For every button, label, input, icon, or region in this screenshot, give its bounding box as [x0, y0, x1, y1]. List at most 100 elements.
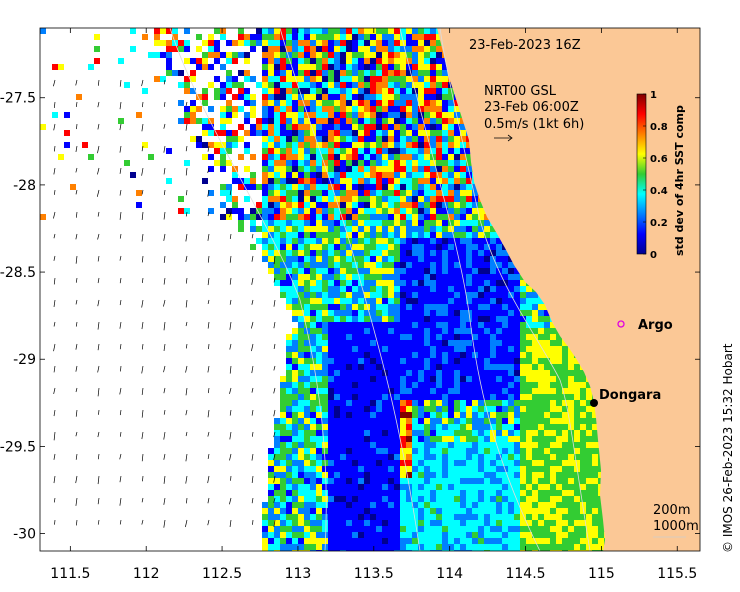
sst-cell: [328, 352, 334, 358]
sst-cell: [550, 358, 556, 364]
sst-cell: [472, 190, 478, 196]
sst-cell: [268, 142, 274, 148]
sst-cell: [484, 334, 490, 340]
sst-cell: [352, 226, 358, 232]
sst-cell: [520, 352, 526, 358]
sst-cell: [490, 292, 496, 298]
sst-cell: [376, 82, 382, 88]
sst-cell: [298, 352, 304, 358]
sst-cell: [346, 76, 352, 82]
sst-cell: [322, 160, 328, 166]
sst-cell: [550, 346, 556, 352]
sst-cell: [226, 106, 232, 112]
sst-cell: [316, 112, 322, 118]
sst-cell: [472, 370, 478, 376]
sst-cell: [352, 130, 358, 136]
sst-cell: [514, 334, 520, 340]
sst-cell: [358, 106, 364, 112]
sst-cell: [520, 376, 526, 382]
sst-cell: [406, 376, 412, 382]
sst-cell: [346, 328, 352, 334]
sst-cell: [340, 40, 346, 46]
sst-cell: [400, 88, 406, 94]
sst-cell: [382, 148, 388, 154]
sst-cell: [322, 400, 328, 406]
sst-cell: [448, 364, 454, 370]
sst-cell: [298, 40, 304, 46]
sst-cell: [334, 196, 340, 202]
sst-cell: [448, 94, 454, 100]
sst-cell: [460, 412, 466, 418]
sst-cell: [358, 28, 364, 34]
sst-cell: [340, 154, 346, 160]
sst-cell: [592, 418, 598, 424]
sst-cell: [466, 340, 472, 346]
sst-cell: [262, 232, 268, 238]
sst-cell: [394, 256, 400, 262]
sst-cell: [436, 382, 442, 388]
sst-cell: [502, 400, 508, 406]
sst-cell: [400, 274, 406, 280]
sst-cell: [418, 250, 424, 256]
sst-cell: [412, 178, 418, 184]
sst-cell: [160, 52, 166, 58]
sst-cell: [184, 58, 190, 64]
sst-cell: [358, 232, 364, 238]
sst-cell: [304, 142, 310, 148]
sst-cell: [520, 286, 526, 292]
sst-cell: [322, 82, 328, 88]
sst-cell: [442, 238, 448, 244]
sst-cell: [280, 286, 286, 292]
sst-cell: [310, 400, 316, 406]
sst-cell: [136, 190, 142, 196]
sst-cell: [448, 328, 454, 334]
sst-cell: [238, 34, 244, 40]
sst-cell: [442, 262, 448, 268]
sst-cell: [448, 268, 454, 274]
sst-cell: [370, 100, 376, 106]
sst-cell: [304, 388, 310, 394]
sst-cell: [292, 394, 298, 400]
sst-cell: [412, 202, 418, 208]
sst-cell: [382, 106, 388, 112]
sst-cell: [382, 214, 388, 220]
sst-cell: [292, 76, 298, 82]
sst-cell: [154, 28, 160, 34]
sst-cell: [436, 124, 442, 130]
sst-cell: [256, 28, 262, 34]
sst-cell: [196, 136, 202, 142]
sst-cell: [412, 136, 418, 142]
sst-cell: [412, 52, 418, 58]
sst-cell: [544, 352, 550, 358]
sst-cell: [256, 118, 262, 124]
sst-cell: [370, 178, 376, 184]
sst-cell: [346, 286, 352, 292]
sst-cell: [370, 190, 376, 196]
sst-cell: [304, 340, 310, 346]
sst-cell: [526, 322, 532, 328]
sst-cell: [172, 70, 178, 76]
sst-cell: [430, 256, 436, 262]
sst-cell: [358, 184, 364, 190]
sst-cell: [400, 382, 406, 388]
sst-cell: [358, 142, 364, 148]
sst-cell: [490, 238, 496, 244]
sst-cell: [448, 154, 454, 160]
sst-cell: [418, 118, 424, 124]
sst-cell: [418, 298, 424, 304]
sst-cell: [220, 118, 226, 124]
sst-cell: [400, 328, 406, 334]
sst-cell: [376, 310, 382, 316]
sst-cell: [400, 136, 406, 142]
sst-cell: [388, 58, 394, 64]
sst-cell: [238, 184, 244, 190]
sst-cell: [412, 106, 418, 112]
sst-cell: [70, 184, 76, 190]
sst-cell: [274, 166, 280, 172]
sst-cell: [286, 418, 292, 424]
sst-cell: [334, 298, 340, 304]
sst-cell: [382, 274, 388, 280]
sst-cell: [286, 406, 292, 412]
sst-cell: [352, 58, 358, 64]
sst-cell: [304, 130, 310, 136]
